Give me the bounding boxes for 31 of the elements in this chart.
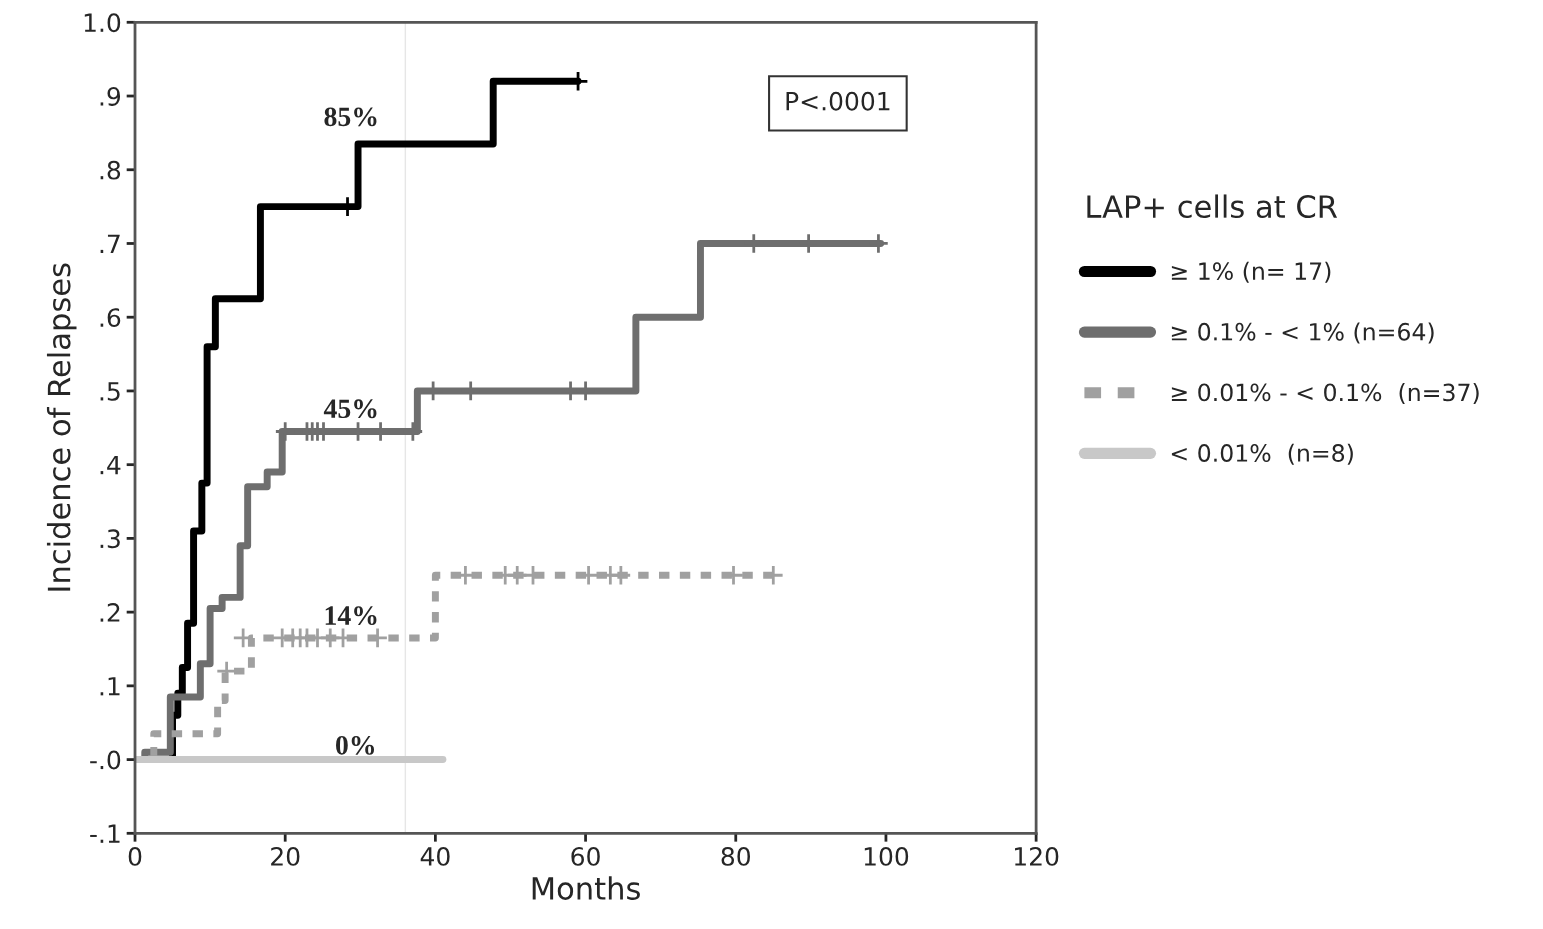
x-tick-label: 120	[1015, 846, 1059, 866]
legend-label: ≥ 0.01% - < 0.1% (n=37)	[1171, 383, 1479, 405]
legend-label: ≥ 1% (n= 17)	[1171, 261, 1331, 283]
y-tick-label: .5	[100, 382, 120, 401]
y-tick-label: .9	[100, 86, 121, 106]
y-axis-title: Incidence of Relapses	[46, 263, 77, 591]
y-tick-label: .1	[100, 677, 120, 696]
x-tick-label: 20	[271, 846, 300, 866]
x-tick-label: 40	[420, 846, 450, 866]
annotation: P<.0001	[786, 91, 890, 111]
annotation: 85%	[324, 107, 377, 127]
x-tick-label: 80	[721, 846, 750, 866]
x-tick-label: 0	[128, 846, 142, 866]
y-tick-label: .2	[100, 603, 120, 622]
annotation: 45%	[323, 399, 377, 419]
x-axis-title: Months	[532, 876, 640, 900]
x-tick-label: 100	[864, 846, 909, 866]
y-tick-label: .3	[100, 529, 120, 549]
y-tick-label: .4	[100, 455, 121, 475]
y-tick-label: .6	[100, 308, 121, 328]
y-tick-label: -.1	[90, 824, 120, 843]
y-tick-label: .8	[100, 160, 121, 180]
y-tick-label: .7	[100, 234, 120, 253]
legend-title: LAP+ cells at CR	[1087, 194, 1338, 219]
legend-label: ≥ 0.1% - < 1% (n=64)	[1171, 322, 1434, 344]
y-tick-label: 1.0	[84, 13, 121, 33]
x-tick-label: 60	[571, 846, 600, 866]
annotation: 0%	[336, 735, 375, 755]
y-tick-label: -.0	[90, 750, 121, 770]
annotation: 14%	[325, 606, 377, 626]
legend-label: < 0.01% (n=8)	[1171, 443, 1353, 465]
